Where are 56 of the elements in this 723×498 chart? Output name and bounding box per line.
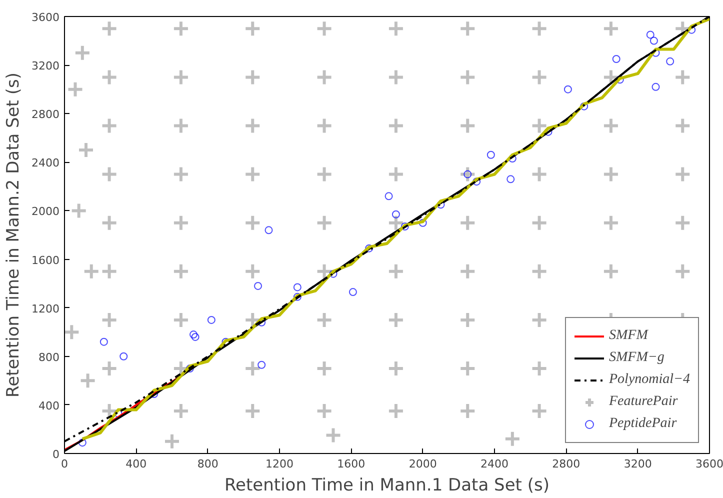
point [580,102,588,110]
legend-label: SMFM−g [609,350,664,366]
x-tick-label: 1600 [337,458,366,470]
point [666,57,674,66]
point [191,332,200,341]
point [650,36,658,45]
point [293,292,302,301]
point [264,226,273,234]
point [486,150,495,159]
x-tick-label: 1200 [266,458,294,470]
y-tick-label: 2000 [32,205,60,218]
y-tick-label: 3600 [32,11,60,24]
y-tick-label: 1600 [32,254,60,267]
y-tick-label: 0 [52,448,60,461]
point [329,270,338,278]
x-tick-label: 3600 [696,458,723,470]
point [190,330,198,339]
y-tick-label: 800 [38,350,60,364]
y-tick-label: 3200 [32,60,60,73]
y-tick-label: 400 [38,399,60,412]
legend-label: Polynomial−4 [609,372,690,388]
x-tick-label: 0 [61,458,68,470]
point [207,316,216,324]
point [612,54,620,63]
point [293,283,302,292]
point [506,175,515,184]
legend-label: SMFM [609,328,648,344]
point [392,210,400,218]
x-tick-label: 400 [126,458,147,470]
point [384,192,393,200]
point [100,338,108,346]
x-tick-label: 3200 [624,458,652,470]
point [258,360,266,369]
y-tick-label: 2800 [32,108,60,122]
x-tick-label: 2800 [552,458,580,470]
point [400,222,409,230]
point [120,352,128,360]
point [652,82,660,91]
point [646,30,654,39]
point [365,244,374,252]
point [254,282,262,290]
point [418,218,427,227]
point [78,438,86,447]
x-tick-label: 800 [197,458,218,470]
point [464,170,472,178]
point [348,288,357,296]
point [564,85,572,94]
y-axis-title: Retention Time in Mann.2 Data Set (s) [4,72,24,398]
legend-label: FeaturePair [609,394,678,410]
point [472,178,481,186]
y-tick-label: 1200 [32,302,60,316]
x-tick-label: 2000 [408,458,437,470]
x-axis-title: Retention Time in Mann.1 Data Set (s) [224,476,550,496]
x-tick-label: 2400 [480,458,509,470]
y-tick-label: 2400 [32,156,60,170]
legend-label: PeptidePair [609,416,677,432]
